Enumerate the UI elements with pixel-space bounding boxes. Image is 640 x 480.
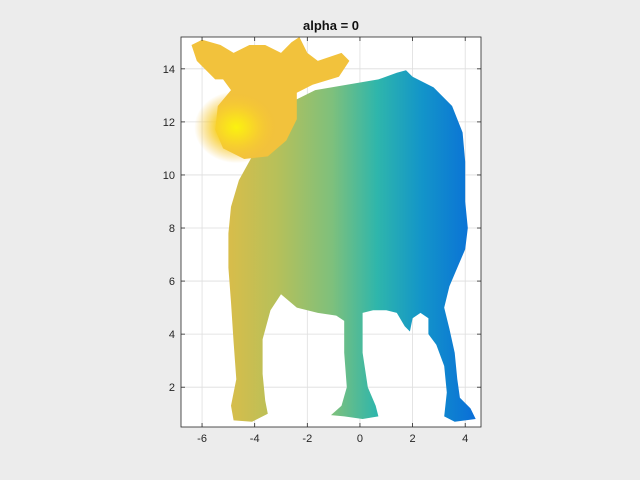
y-tick-labels: 2 4 6 8 10 12 14: [163, 64, 175, 394]
axes-frame: [180, 36, 482, 428]
x-tick-label: -4: [250, 433, 260, 445]
chart-title: alpha = 0: [303, 18, 359, 33]
y-tick-label: 4: [169, 329, 175, 341]
x-tick-label: 2: [410, 433, 416, 445]
x-tick-label: -2: [302, 433, 312, 445]
y-tick-label: 12: [163, 117, 175, 129]
x-tick-labels: -6 -4 -2 0 2 4: [197, 433, 468, 445]
y-tick-label: 8: [169, 223, 175, 235]
x-tick-label: 4: [462, 433, 468, 445]
cow-surface: [191, 37, 476, 422]
axis-ticks: [181, 37, 481, 427]
x-tick-label: 0: [357, 433, 363, 445]
x-tick-label: -6: [197, 433, 207, 445]
y-tick-label: 10: [163, 170, 175, 182]
y-tick-label: 14: [163, 64, 175, 76]
head-glow: [194, 91, 279, 164]
y-tick-label: 6: [169, 276, 175, 288]
y-tick-label: 2: [169, 382, 175, 394]
cow-body: [228, 70, 476, 422]
